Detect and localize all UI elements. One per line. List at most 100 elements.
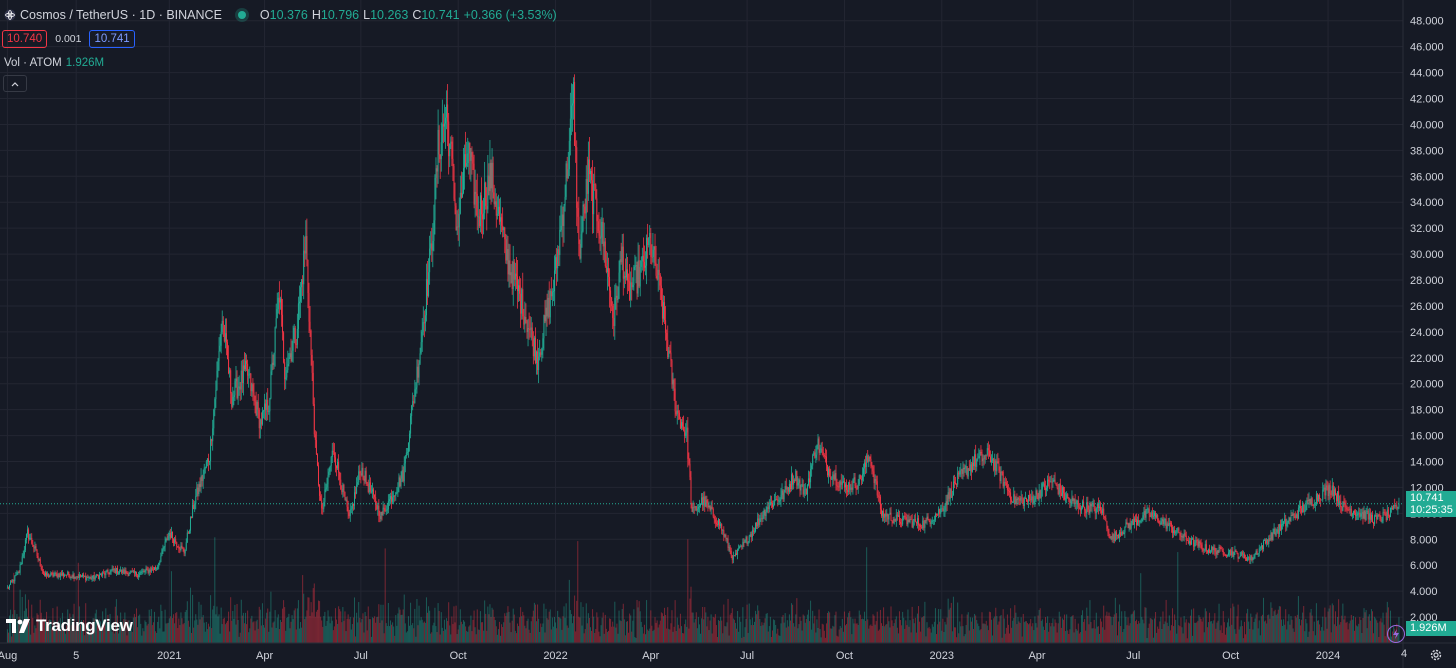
volume-bar [1093, 619, 1095, 643]
candle-body [490, 162, 492, 189]
volume-bar [781, 616, 783, 643]
candle-body [1214, 547, 1216, 552]
volume-bar [79, 624, 81, 643]
candle-body [395, 492, 397, 496]
volume-bar [1178, 625, 1180, 643]
volume-bar [222, 618, 224, 643]
volume-bar [307, 597, 309, 643]
candle-body [1217, 550, 1219, 553]
candle-body [219, 345, 221, 351]
candle-body [873, 471, 875, 484]
symbol-title[interactable]: Cosmos / TetherUS · 1D · BINANCE [20, 8, 222, 22]
volume-bar [729, 614, 731, 643]
candle-body [642, 255, 644, 262]
price-tick-label: 16.000 [1410, 431, 1444, 443]
candle-body [482, 214, 484, 220]
candle-body [1285, 518, 1287, 527]
candle-body [1245, 558, 1247, 560]
candle-body [646, 237, 648, 266]
volume-bar [15, 629, 17, 643]
volume-bar [359, 617, 361, 643]
volume-bar [199, 619, 201, 643]
alert-button[interactable] [1387, 625, 1405, 643]
volume-bar [701, 618, 703, 643]
candle-body [658, 269, 660, 276]
candle-body [144, 570, 146, 572]
candle-body [7, 587, 9, 589]
volume-bar [628, 632, 630, 643]
candle-body [1105, 517, 1107, 521]
volume-bar [774, 620, 776, 643]
candle-body [600, 237, 602, 239]
tradingview-logo[interactable]: TradingView [6, 616, 133, 636]
volume-bar [1261, 614, 1263, 643]
volume-bar [832, 625, 834, 643]
volume-bar [913, 623, 915, 643]
volume-bar [298, 628, 300, 643]
candle-body [1187, 540, 1189, 544]
candle-body [284, 362, 286, 380]
volume-bar [858, 610, 860, 643]
buy-price-button[interactable]: 10.741 [89, 30, 135, 48]
volume-bar [975, 615, 977, 643]
candle-body [955, 482, 957, 485]
volume-bar [389, 620, 391, 643]
volume-bar [894, 619, 896, 643]
volume-bar [450, 634, 452, 643]
candle-body [1301, 508, 1303, 513]
candle-body [95, 574, 97, 577]
candle-body [1305, 505, 1307, 511]
candle-body [331, 450, 333, 458]
volume-label[interactable]: Vol · ATOM [4, 57, 62, 69]
volume-bar [964, 634, 966, 643]
volume-bar [75, 625, 77, 643]
volume-bar [295, 629, 297, 643]
volume-bar [124, 612, 126, 643]
candle-body [648, 238, 650, 245]
candle-body [656, 275, 658, 280]
candle-body [1138, 520, 1140, 523]
volume-bar [412, 623, 414, 643]
volume-bar [654, 617, 656, 643]
candle-body [70, 576, 72, 578]
volume-bar [657, 627, 659, 643]
volume-bar [122, 621, 124, 643]
volume-bar [1058, 611, 1060, 643]
volume-bar [719, 620, 721, 643]
volume-bar [384, 548, 386, 643]
candle-body [423, 322, 425, 324]
candle-body [1007, 490, 1009, 492]
candle-body [869, 456, 871, 459]
candle-body [697, 506, 699, 509]
volume-bar [215, 614, 217, 643]
volume-bar [1077, 623, 1079, 643]
time-tick-label: Apr [1028, 650, 1045, 662]
candle-body [212, 428, 214, 442]
sell-price-button[interactable]: 10.740 [2, 30, 48, 48]
volume-bar [478, 629, 480, 643]
candle-body [1001, 471, 1003, 473]
volume-bar [751, 617, 753, 643]
volume-bar [383, 633, 385, 643]
candle-body [848, 482, 850, 493]
volume-bar [734, 622, 736, 643]
volume-bar [805, 618, 807, 643]
time-axis[interactable]: Aug 5 2021 Apr Jul Oct 2022 Apr Jul Oct 2023 Apr Jul… [0, 650, 1340, 662]
volume-bar [396, 625, 398, 643]
candle-body [914, 519, 916, 522]
volume-bar [238, 636, 240, 643]
volume-bar [955, 627, 957, 643]
price-axis[interactable]: 2.0004.0006.0008.00010.00012.00014.00016… [1410, 16, 1444, 624]
candle-body [1227, 554, 1229, 556]
gear-icon[interactable] [1429, 648, 1443, 662]
volume-bar [1066, 614, 1068, 643]
collapse-legend-button[interactable] [3, 75, 27, 92]
volume-bar [333, 626, 335, 643]
candle-body [1379, 514, 1381, 519]
candle-body [1004, 481, 1006, 483]
candle-body [971, 462, 973, 472]
volume-bar [494, 620, 496, 643]
price-tick-label: 20.000 [1410, 379, 1444, 391]
